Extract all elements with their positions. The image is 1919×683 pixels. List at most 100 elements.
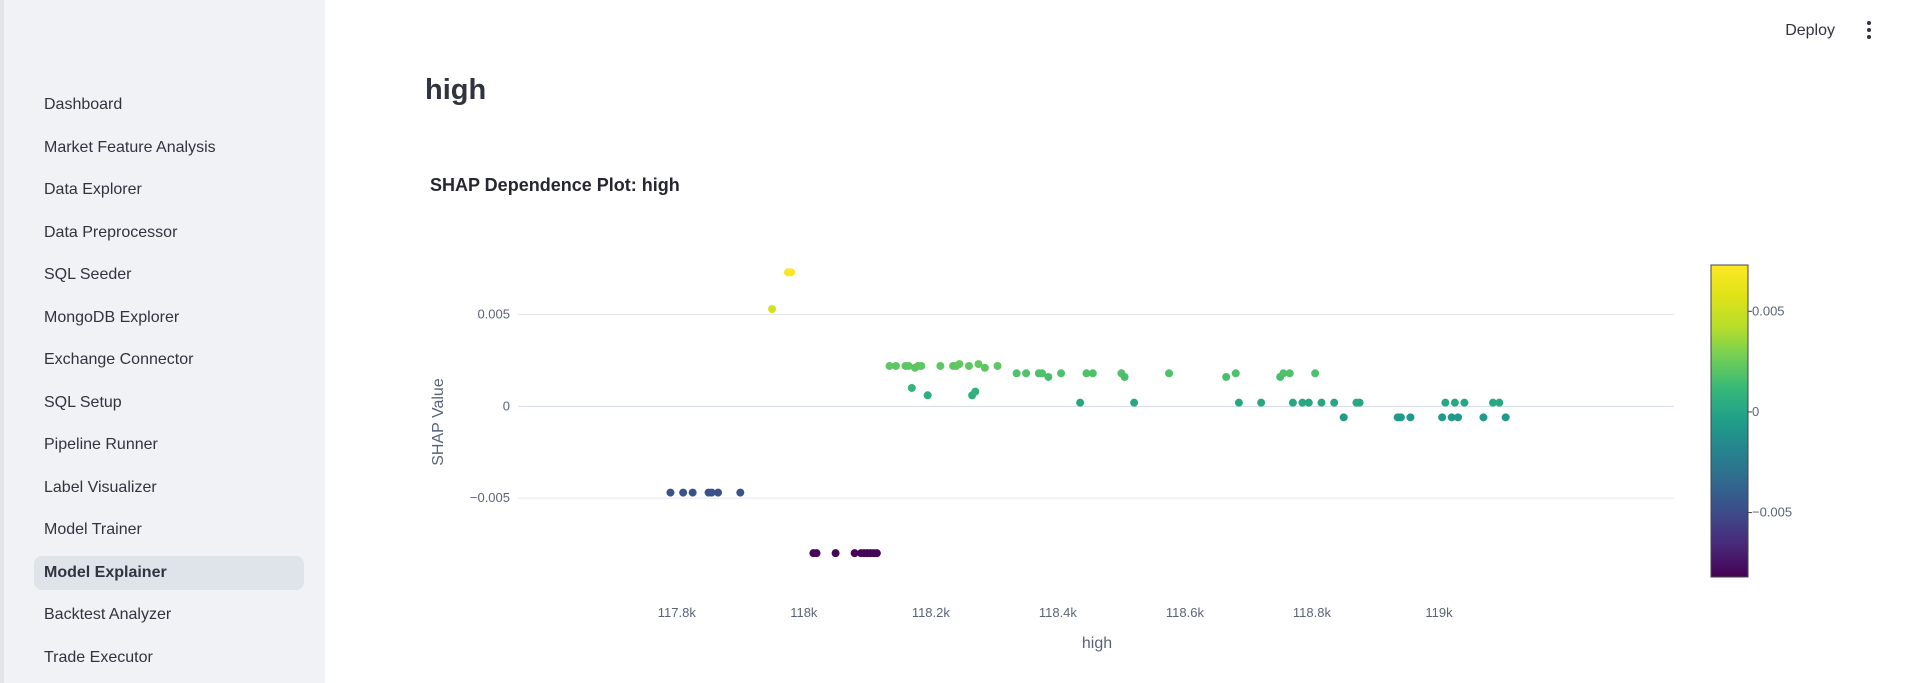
page-title: high: [425, 74, 487, 106]
data-point: [1279, 369, 1288, 378]
data-point: [1088, 369, 1097, 378]
y-tick-label: 0.005: [477, 307, 510, 322]
data-point: [980, 363, 989, 372]
data-point: [679, 488, 688, 497]
data-point: [707, 488, 716, 497]
sidebar-item-data-explorer[interactable]: Data Explorer: [44, 181, 142, 198]
menu-dot: [1867, 35, 1871, 39]
data-point: [964, 361, 973, 370]
data-point: [1317, 398, 1326, 407]
x-tick-label: 117.8k: [658, 605, 697, 620]
data-point: [1330, 398, 1339, 407]
data-point: [1038, 369, 1047, 378]
data-point: [666, 488, 675, 497]
data-point: [971, 387, 980, 396]
menu-dot: [1867, 21, 1871, 25]
sidebar-item-exchange-connector[interactable]: Exchange Connector: [44, 351, 194, 368]
data-point: [1488, 398, 1497, 407]
data-point: [1355, 398, 1364, 407]
sidebar: Dashboard Market Feature Analysis Data Exp…: [0, 0, 325, 683]
x-tick-label: 118.8k: [1293, 605, 1332, 620]
data-points: [666, 268, 1510, 558]
data-point: [1495, 398, 1504, 407]
data-point: [688, 488, 697, 497]
data-point: [1222, 372, 1231, 381]
sidebar-item-mongodb-explorer[interactable]: MongoDB Explorer: [44, 308, 180, 326]
data-point: [1234, 398, 1243, 407]
data-point: [1298, 398, 1307, 407]
data-point: [1044, 372, 1053, 381]
data-point: [736, 488, 745, 497]
sidebar-item-market-feature-analysis[interactable]: Market Feature Analysis: [44, 138, 216, 156]
data-point: [1339, 413, 1348, 422]
data-point: [1288, 398, 1297, 407]
menu-dot: [1867, 28, 1871, 32]
data-point: [1311, 369, 1320, 378]
data-point: [923, 391, 932, 400]
colorbar-tick-label: −0.005: [1752, 505, 1792, 520]
grid-lines: [518, 314, 1674, 499]
data-point: [974, 360, 983, 369]
colorbar: [1710, 264, 1749, 578]
sidebar-item-backtest-analyzer[interactable]: Backtest Analyzer: [44, 606, 172, 623]
sidebar-item-model-explainer[interactable]: Model Explainer: [34, 555, 304, 590]
sidebar-item-trade-executor[interactable]: Trade Executor: [44, 648, 153, 666]
sidebar-item-label-visualizer[interactable]: Label Visualizer: [44, 478, 157, 496]
data-point: [885, 361, 894, 370]
main-content: Deploy high: [325, 0, 1919, 683]
data-point: [850, 549, 859, 558]
x-tick-label: 118.2k: [912, 605, 951, 620]
x-axis-title: high: [1082, 635, 1112, 652]
data-point: [917, 361, 926, 370]
data-point: [1304, 398, 1313, 407]
data-point: [768, 305, 777, 314]
sidebar-item-sql-seeder[interactable]: SQL Seeder: [44, 266, 132, 283]
data-point: [904, 361, 913, 370]
x-tick-label: 119k: [1425, 605, 1453, 620]
data-point: [1438, 413, 1447, 422]
vertical-ellipsis-icon[interactable]: [1859, 16, 1879, 44]
data-point: [1406, 413, 1415, 422]
data-point: [831, 549, 840, 558]
deploy-button[interactable]: Deploy: [1785, 22, 1835, 39]
data-point: [1450, 398, 1459, 407]
data-point: [1257, 398, 1266, 407]
sidebar-item-data-preprocessor[interactable]: Data Preprocessor: [44, 223, 178, 241]
y-tick-label: 0: [503, 398, 510, 413]
data-point: [993, 361, 1002, 370]
x-tick-label: 118.6k: [1166, 605, 1205, 620]
sidebar-item-sql-setup[interactable]: SQL Setup: [44, 393, 122, 411]
y-tick-label: −0.005: [470, 490, 510, 505]
data-point: [1460, 398, 1469, 407]
chart-title: SHAP Dependence Plot: high: [430, 175, 680, 195]
data-point: [907, 383, 916, 392]
sidebar-item-dashboard[interactable]: Dashboard: [44, 96, 123, 113]
sidebar-nav: Dashboard Market Feature Analysis Data Exp…: [34, 88, 304, 683]
data-point: [1447, 413, 1456, 422]
colorbar-tick-label: 0: [1752, 404, 1759, 419]
data-point: [936, 361, 945, 370]
data-point: [1454, 413, 1463, 422]
x-tick-label: 118.4k: [1039, 605, 1078, 620]
data-point: [1022, 369, 1031, 378]
sidebar-item-model-trainer[interactable]: Model Trainer: [44, 521, 142, 538]
data-point: [872, 549, 881, 558]
data-point: [1082, 369, 1091, 378]
data-point: [1057, 369, 1066, 378]
colorbar-tick-labels: −0.005 0 0.005: [1748, 303, 1792, 520]
data-point: [1441, 398, 1450, 407]
data-point: [1479, 413, 1488, 422]
data-point: [1076, 398, 1085, 407]
data-point: [1165, 369, 1174, 378]
data-point: [1501, 413, 1510, 422]
data-point: [1120, 372, 1129, 381]
data-point: [891, 361, 900, 370]
data-point: [1012, 369, 1021, 378]
sidebar-item-pipeline-runner[interactable]: Pipeline Runner: [44, 436, 158, 453]
y-axis-title: SHAP Value: [430, 378, 447, 466]
colorbar-tick-label: 0.005: [1752, 303, 1785, 318]
data-point: [1130, 398, 1139, 407]
data-point: [787, 268, 796, 277]
data-point: [1231, 369, 1240, 378]
